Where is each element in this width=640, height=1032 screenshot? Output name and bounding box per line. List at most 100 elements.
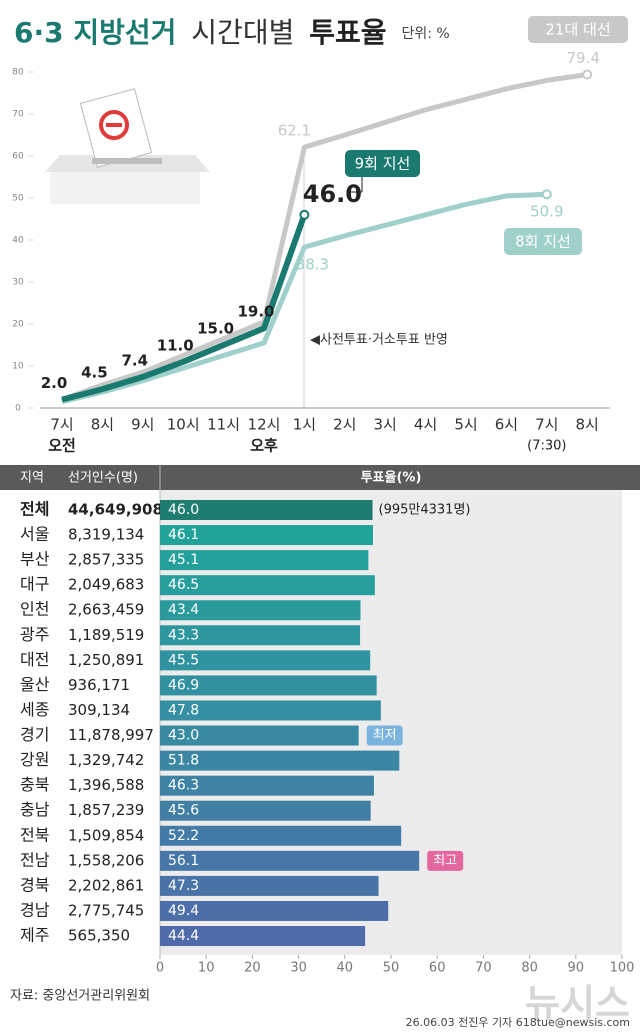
y-tick-label: 70: [12, 110, 24, 120]
end-marker: [582, 69, 593, 80]
x-tick-label: 100: [610, 961, 635, 976]
elector-count: 2,857,335: [68, 551, 144, 569]
end-marker: [541, 189, 552, 200]
data-label: 4.5: [81, 364, 108, 382]
note: (995만4331명): [379, 503, 471, 518]
region-label: 충북: [20, 775, 49, 794]
bar-value-label: 46.3: [168, 778, 199, 794]
bar-value-label: 44.4: [168, 928, 199, 944]
end-marker: [299, 209, 310, 220]
source: 자료: 중앙선거관리위원회: [10, 989, 150, 1004]
annotation: ◀사전투표·거소투표 반영: [310, 333, 448, 348]
data-label: 79.4: [566, 49, 599, 67]
x-tick-label: 9시: [131, 416, 154, 434]
region-label: 제주: [20, 926, 49, 945]
x-tick-label: 70: [475, 961, 492, 976]
data-label: 2.0: [41, 374, 68, 392]
bar-value-label: 46.0: [168, 502, 199, 518]
elector-count: 1,857,239: [68, 801, 144, 819]
elector-count: 2,663,459: [68, 601, 144, 619]
bar-value-label: 46.9: [168, 677, 199, 693]
elector-count: 1,189,519: [68, 626, 144, 644]
bar: [160, 650, 371, 671]
x-tick-label: 30: [290, 961, 307, 976]
data-label: 38.3: [296, 256, 329, 274]
region-label: 대전: [20, 650, 49, 669]
bar: [160, 700, 381, 721]
elector-count: 309,134: [68, 701, 130, 719]
x-sublabel: 오전: [48, 437, 76, 455]
x-tick-label: 6시: [495, 416, 518, 434]
region-label: 부산: [20, 550, 50, 569]
y-tick-label: 60: [12, 152, 24, 162]
region-label: 전남: [20, 850, 50, 869]
legend-box: [345, 150, 420, 177]
data-label: 50.9: [530, 203, 563, 221]
region-label: 울산: [20, 675, 50, 694]
bar-value-label: 51.8: [168, 753, 199, 769]
bar: [160, 525, 373, 546]
elector-count: 565,350: [68, 927, 130, 945]
x-tick-label: 90: [568, 961, 585, 976]
elector-count: 1,250,891: [68, 651, 144, 669]
bar-value-label: 45.6: [168, 803, 199, 819]
bar: [160, 800, 371, 821]
title-part: 투표율: [309, 16, 386, 49]
elector-count: 1,396,588: [68, 776, 144, 794]
data-label: 15.0: [197, 320, 234, 338]
bar-value-label: 56.1: [168, 853, 199, 869]
x-tick-label: 7시: [535, 416, 558, 434]
region-label: 전북: [20, 825, 49, 844]
legend-box: [504, 228, 582, 255]
data-label: 19.0: [237, 303, 274, 321]
region-label: 인천: [20, 600, 49, 619]
bar: [160, 575, 375, 596]
table-header: [0, 465, 640, 490]
bar: [160, 550, 369, 571]
bar: [160, 500, 373, 520]
title-part: 6·3 지방선거: [14, 16, 176, 49]
badge-label: 최저: [373, 728, 397, 743]
region-label: 광주: [20, 625, 49, 644]
y-tick-label: 40: [12, 236, 24, 246]
region-label: 서울: [20, 525, 49, 544]
x-tick-label: 1시: [293, 416, 316, 434]
elector-count: 1,329,742: [68, 751, 144, 769]
elector-count: 936,171: [68, 676, 130, 694]
bar: [160, 875, 379, 896]
badge-label: 최고: [433, 853, 457, 868]
region-label: 대구: [20, 575, 49, 594]
legend-box: [528, 16, 628, 43]
data-label: 11.0: [157, 336, 194, 354]
y-tick-label: 50: [12, 194, 24, 204]
region-label: 강원: [20, 750, 49, 769]
elector-count: 8,319,134: [68, 526, 144, 544]
x-tick-label: 10: [198, 961, 215, 976]
elector-count: 44,649,908: [68, 501, 163, 519]
x-tick-label: 60: [429, 961, 446, 976]
series-line: [61, 213, 308, 403]
elector-count: 1,509,854: [68, 826, 144, 844]
elector-count: 2,202,861: [68, 876, 144, 894]
bar-value-label: 46.5: [168, 577, 199, 593]
x-tick-label: 20: [244, 961, 261, 976]
bar: [160, 675, 377, 696]
data-label: 46.0: [303, 180, 362, 208]
elector-count: 2,775,745: [68, 901, 144, 919]
bar-value-label: 47.3: [168, 878, 199, 894]
column-label: 선거인수(명): [68, 471, 138, 486]
bar-value-label: 49.4: [168, 903, 199, 919]
bar-value-label: 47.8: [168, 702, 199, 718]
bar-value-label: 43.4: [168, 602, 199, 618]
region-label: 충남: [20, 800, 50, 819]
x-tick-label: 0: [156, 961, 164, 976]
x-tick-label: 2시: [333, 416, 356, 434]
series-line: [61, 191, 547, 405]
region-label: 경남: [20, 900, 50, 919]
bar-value-label: 43.0: [168, 728, 199, 744]
region-label: 경기: [20, 725, 49, 744]
region-label: 세종: [20, 700, 49, 719]
bar-value-label: 52.2: [168, 828, 199, 844]
data-label: 7.4: [122, 351, 149, 369]
